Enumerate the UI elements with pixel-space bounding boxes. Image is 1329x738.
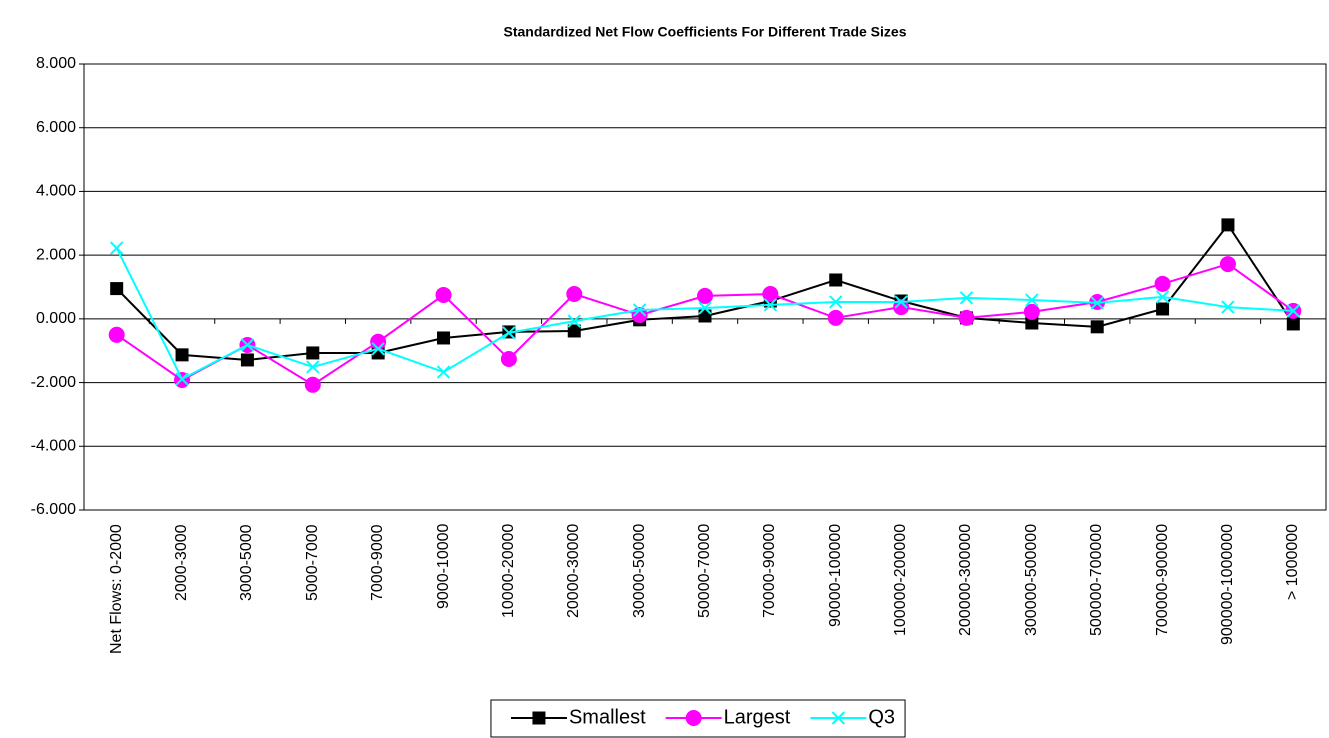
marker — [110, 282, 124, 296]
marker — [1221, 218, 1235, 232]
x-tick-label: 2000-3000 — [173, 524, 191, 601]
y-tick-label: -4.000 — [31, 438, 76, 455]
plot-area — [83, 63, 1327, 511]
marker — [827, 309, 844, 326]
marker — [829, 295, 843, 309]
x-tick-label: 50000-70000 — [696, 524, 713, 619]
x-tick-label: 90000-100000 — [826, 524, 844, 628]
marker — [435, 286, 452, 303]
marker — [958, 309, 975, 326]
x-tick-label: 5000-7000 — [303, 524, 321, 601]
marker — [1156, 302, 1170, 316]
marker — [1219, 256, 1236, 273]
y-tick-label: 0.000 — [36, 310, 76, 327]
marker — [567, 324, 581, 338]
marker — [567, 314, 581, 328]
marker — [502, 326, 516, 340]
marker — [1023, 303, 1040, 320]
marker — [685, 710, 702, 726]
marker — [175, 372, 189, 386]
x-tick-label: 10000-20000 — [499, 524, 517, 619]
y-tick-label: 8.000 — [36, 55, 76, 72]
marker — [632, 303, 647, 317]
y-tick-label: 6.000 — [36, 119, 76, 136]
marker — [306, 346, 320, 360]
legend-label: Largest — [724, 706, 791, 728]
marker — [762, 286, 779, 303]
marker — [697, 287, 713, 304]
y-tick-label: 2.000 — [36, 246, 76, 263]
x-tick-label: 20000-30000 — [565, 524, 583, 619]
marker — [1221, 300, 1235, 314]
legend-label: Smallest — [569, 706, 646, 728]
marker — [306, 360, 320, 374]
marker — [370, 333, 387, 350]
x-tick-label: > 1000000 — [1284, 524, 1302, 601]
marker — [566, 286, 583, 303]
x-tick-label: 3000-5000 — [238, 524, 256, 601]
marker — [829, 273, 843, 287]
x-tick-label: 500000-700000 — [1088, 524, 1106, 637]
marker — [893, 299, 910, 316]
marker — [109, 241, 124, 255]
marker — [959, 291, 974, 305]
marker — [1286, 304, 1301, 318]
marker — [108, 326, 125, 343]
marker — [894, 295, 908, 309]
x-tick-label: 200000-300000 — [957, 524, 975, 637]
marker — [436, 365, 451, 379]
chart-title: Standardized Net Flow Coefficients For D… — [504, 24, 907, 40]
marker — [532, 711, 546, 725]
x-tick-label: 700000-900000 — [1153, 524, 1171, 637]
marker — [240, 353, 254, 367]
marker — [831, 711, 846, 725]
x-tick-label: 30000-50000 — [630, 524, 648, 619]
x-tick-label: 100000-200000 — [892, 524, 910, 637]
marker — [175, 348, 189, 362]
marker — [1090, 296, 1104, 310]
x-tick-label: Net Flows: 0-2000 — [107, 524, 125, 654]
marker — [1090, 320, 1104, 334]
x-tick-label: 9000-10000 — [434, 524, 452, 610]
marker — [698, 301, 712, 315]
marker — [1155, 290, 1170, 304]
marker — [304, 376, 321, 393]
marker — [763, 298, 778, 312]
y-tick-label: -2.000 — [31, 374, 76, 391]
marker — [500, 350, 517, 367]
legend-item: Largest — [665, 706, 791, 728]
y-tick-label: -6.000 — [31, 501, 76, 518]
marker — [1286, 317, 1300, 331]
marker — [1154, 275, 1171, 292]
x-tick-label: 70000-90000 — [761, 524, 779, 619]
marker — [698, 309, 712, 323]
legend-item: Q3 — [810, 706, 895, 728]
marker — [371, 342, 385, 356]
legend-label: Q3 — [868, 706, 895, 728]
legend-item: Smallest — [510, 706, 646, 728]
y-tick-label: 4.000 — [36, 183, 76, 200]
x-tick-label: 300000-500000 — [1022, 524, 1040, 637]
series-line — [116, 262, 1294, 386]
x-tick-label: 900000-1000000 — [1218, 524, 1236, 646]
marker — [437, 331, 451, 345]
marker — [240, 338, 255, 352]
marker — [1025, 293, 1039, 307]
x-tick-label: 7000-9000 — [369, 524, 387, 601]
